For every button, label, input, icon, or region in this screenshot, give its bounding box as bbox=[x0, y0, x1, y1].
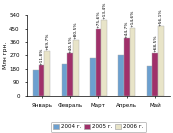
Bar bbox=[73, 40, 79, 96]
Text: +68,5%: +68,5% bbox=[153, 34, 157, 52]
Text: +40,5%: +40,5% bbox=[68, 35, 72, 53]
Bar bbox=[44, 51, 50, 96]
Bar bbox=[124, 38, 130, 96]
Bar bbox=[39, 65, 44, 96]
Text: +80,5%: +80,5% bbox=[74, 22, 78, 39]
Bar bbox=[118, 55, 124, 96]
Text: +11,8%: +11,8% bbox=[40, 47, 44, 65]
Text: +69,7%: +69,7% bbox=[45, 33, 49, 50]
Bar bbox=[101, 20, 107, 96]
Bar bbox=[158, 26, 164, 96]
Text: +44,7%: +44,7% bbox=[125, 20, 129, 38]
Y-axis label: Млн грн.: Млн грн. bbox=[3, 42, 8, 69]
Text: +56,1%: +56,1% bbox=[159, 8, 163, 26]
Text: +75,6%: +75,6% bbox=[96, 11, 100, 28]
Bar bbox=[152, 53, 158, 96]
Bar bbox=[90, 58, 95, 96]
Legend: 2004 г., 2005 г., 2006 г.: 2004 г., 2005 г., 2006 г. bbox=[51, 122, 146, 132]
Bar bbox=[95, 29, 101, 96]
Bar bbox=[62, 64, 67, 96]
Bar bbox=[33, 70, 39, 96]
Text: +13,4%: +13,4% bbox=[102, 2, 106, 19]
Bar bbox=[147, 66, 152, 96]
Bar bbox=[67, 53, 73, 96]
Bar bbox=[130, 28, 135, 96]
Text: +14,6%: +14,6% bbox=[130, 10, 134, 27]
